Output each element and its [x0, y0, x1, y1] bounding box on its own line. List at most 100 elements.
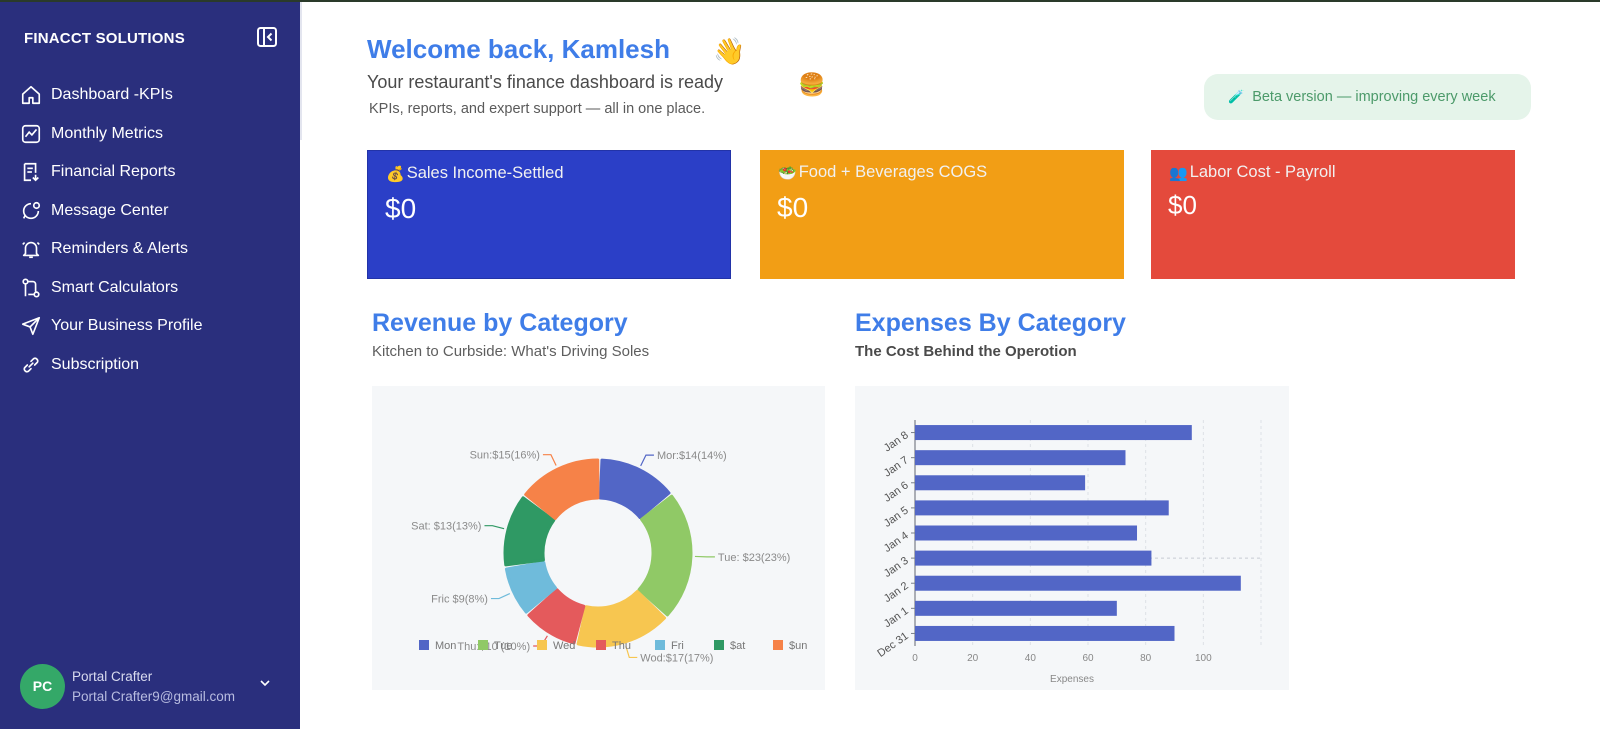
kpi-title: Food + Beverages COGS — [798, 163, 988, 181]
sidebar-item-label: Subscription — [51, 355, 140, 373]
y-tick-label: Jan 6 — [882, 479, 911, 504]
donut-slice-fri — [504, 560, 558, 614]
y-tick-label: Jan 3 — [882, 555, 911, 580]
donut-slice-label: Mor:$14(14%) — [657, 450, 727, 462]
donut-slice-label: Sun:$15(16%) — [470, 450, 540, 462]
avatar: PC — [20, 663, 65, 709]
link-icon — [23, 357, 39, 373]
burger-icon: 🍔 — [798, 72, 826, 97]
sidebar-item-smart-calculators[interactable]: Smart Calculators — [0, 269, 300, 308]
sidebar-item-dashboard[interactable]: Dashboard -KPIs — [0, 76, 300, 115]
kpi-card-labor[interactable]: 👥 Labor Cost - Payroll $0 — [1151, 150, 1515, 279]
kpi-title: Labor Cost - Payroll — [1189, 163, 1336, 181]
people-icon: 👥 — [1169, 164, 1188, 182]
user-email: Portal Crafter9@gmail.com — [72, 688, 236, 704]
legend-label: Tue — [494, 640, 513, 652]
bar-jan-7 — [915, 450, 1126, 466]
y-tick-label: Jan 4 — [882, 530, 911, 555]
donut-slice-wed — [576, 589, 667, 648]
header-divider — [300, 2, 302, 140]
bar-jan-2 — [915, 575, 1241, 591]
legend-swatch — [773, 640, 783, 650]
user-profile[interactable]: PC Portal Crafter Portal Crafter9@gmail.… — [20, 663, 280, 709]
sidebar-item-label: Smart Calculators — [51, 278, 179, 296]
sidebar-item-message-center[interactable]: Message Center — [0, 192, 300, 231]
sidebar-item-label: Financial Reports — [51, 163, 176, 181]
revenue-chart-panel: Mor:$14(14%) Tue: $23(23%) Wod:$17(17%) Thu… — [372, 386, 825, 690]
y-tick-label: Jan 2 — [882, 580, 911, 605]
sidebar-item-label: Your Business Profile — [51, 317, 203, 335]
send-icon — [21, 317, 41, 336]
legend-swatch — [419, 640, 429, 650]
legend-label: $at — [730, 640, 745, 652]
donut-leader-line — [490, 592, 511, 600]
donut-slice-label: Thu:$10 (10%) — [457, 641, 530, 653]
donut-leader-line — [484, 525, 505, 530]
bar-jan-6 — [915, 475, 1086, 491]
x-tick-label: 80 — [1140, 653, 1152, 664]
donut-slice-label: Tue: $23(23%) — [718, 552, 790, 564]
home-icon — [21, 86, 41, 105]
test-tube-icon: 🧪 — [1228, 89, 1245, 104]
top-border — [0, 0, 1600, 2]
expenses-title: Expenses By Category — [855, 309, 1126, 337]
legend-swatch — [655, 640, 665, 650]
legend-label: Fri — [671, 640, 684, 652]
donut-leader-line — [625, 645, 638, 659]
wave-icon: 👋 — [713, 36, 746, 66]
sidebar: FINACCT SOLUTIONS Dashboard -KPIs Monthl… — [0, 2, 300, 729]
sidebar-item-business-profile[interactable]: Your Business Profile — [0, 307, 300, 346]
money-bag-icon: 💰 — [386, 165, 405, 183]
y-tick-label: Jan 5 — [882, 505, 911, 530]
expenses-chart-panel: Jan 8 Jan 7 Jan 6 Jan 5 Jan 4 Jan 3 Jan 2 Jan 1… — [855, 386, 1289, 690]
collapse-sidebar-icon[interactable] — [256, 26, 278, 48]
x-tick-label: 60 — [1082, 653, 1094, 664]
x-tick-label: 0 — [912, 653, 918, 664]
legend-label: Mon — [435, 640, 456, 652]
legend-label: $un — [789, 640, 807, 652]
y-tick-label: Dec 31 — [875, 630, 910, 660]
kpi-value: $0 — [777, 192, 809, 223]
kpi-card-sales[interactable]: 💰 Sales Income-Settled $0 — [367, 150, 731, 279]
donut-slice-label: Fric $9(8%) — [431, 594, 488, 606]
sidebar-item-financial-reports[interactable]: Financial Reports — [0, 153, 300, 192]
bell-icon — [22, 242, 40, 259]
chevron-down-icon[interactable] — [258, 676, 272, 690]
bar-jan-4 — [915, 525, 1138, 541]
donut-slice-sun — [524, 458, 600, 520]
kpi-card-cogs[interactable]: 🥗 Food + Beverages COGS $0 — [760, 150, 1124, 279]
legend-swatch — [537, 640, 547, 650]
bar-jan-5 — [915, 500, 1169, 516]
x-tick-label: 100 — [1195, 653, 1212, 664]
bar-dec-31 — [915, 625, 1175, 641]
page-subtitle: Your restaurant's finance dashboard is r… — [367, 72, 723, 92]
flow-icon — [22, 278, 40, 298]
sidebar-item-reminders[interactable]: Reminders & Alerts — [0, 230, 300, 269]
salad-icon: 🥗 — [778, 164, 797, 182]
donut-slice-label: Sat: $13(13%) — [411, 521, 481, 533]
sidebar-item-label: Reminders & Alerts — [51, 240, 188, 258]
bar-jan-8 — [915, 425, 1192, 441]
user-name: Portal Crafter — [72, 668, 153, 684]
expenses-subtitle: The Cost Behind the Operotion — [855, 343, 1077, 360]
legend-swatch — [596, 640, 606, 650]
donut-leader-line — [542, 454, 557, 466]
chart-icon — [21, 124, 41, 143]
sidebar-item-label: Dashboard -KPIs — [51, 86, 173, 104]
legend-label: Wed — [553, 640, 575, 652]
y-tick-label: Jan 1 — [882, 605, 911, 630]
sidebar-item-monthly-metrics[interactable]: Monthly Metrics — [0, 115, 300, 154]
beta-badge: 🧪 Beta version — improving every week — [1204, 74, 1531, 120]
sidebar-item-label: Monthly Metrics — [51, 124, 164, 142]
report-icon — [23, 163, 39, 182]
donut-slice-thu — [527, 588, 586, 645]
beta-text: Beta version — improving every week — [1252, 89, 1496, 105]
x-axis-label: Expenses — [1050, 674, 1094, 685]
y-tick-label: Jan 8 — [882, 429, 911, 454]
donut-leader-line — [640, 454, 654, 467]
sidebar-item-label: Message Center — [51, 201, 169, 219]
sidebar-nav: Dashboard -KPIs Monthly Metrics Financia… — [0, 76, 300, 384]
message-icon — [22, 201, 41, 219]
donut-slice-label: Wod:$17(17%) — [640, 652, 713, 664]
sidebar-item-subscription[interactable]: Subscription — [0, 346, 300, 385]
